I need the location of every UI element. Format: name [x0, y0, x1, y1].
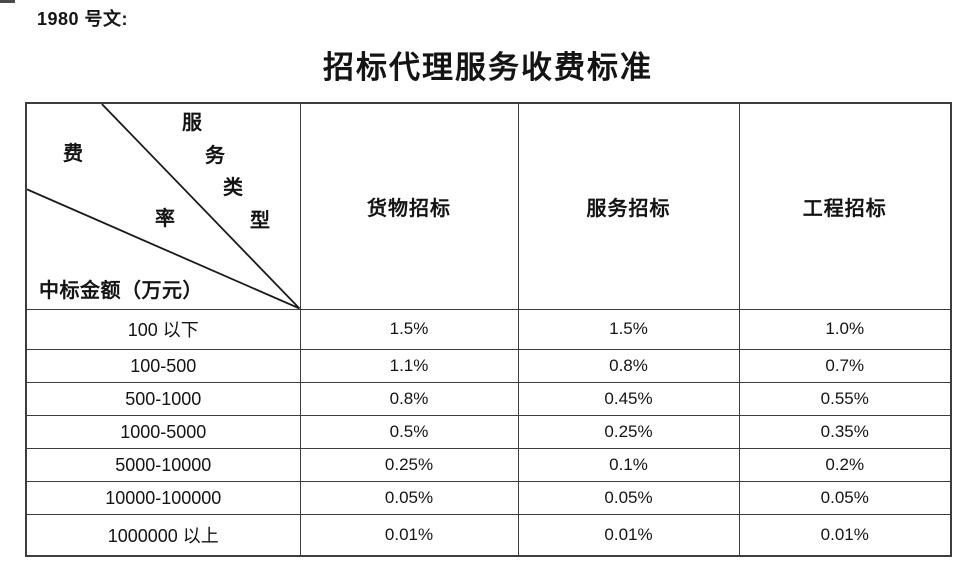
- works-rate-cell: 0.01%: [738, 514, 952, 557]
- column-header-works: 工程招标: [738, 102, 952, 310]
- goods-rate-cell: 0.25%: [299, 448, 519, 483]
- service-type-char-2: 务: [205, 145, 225, 167]
- goods-rate-cell: 1.1%: [299, 349, 519, 384]
- works-rate-cell: 1.0%: [738, 308, 952, 351]
- service-rate-cell: 0.1%: [517, 448, 740, 483]
- works-rate-cell: 0.7%: [738, 349, 952, 384]
- service-type-char-4: 型: [250, 210, 270, 232]
- goods-rate-cell: 1.5%: [299, 308, 519, 351]
- amount-range-cell: 100 以下: [25, 308, 301, 351]
- works-rate-cell: 0.05%: [738, 481, 952, 516]
- works-rate-cell: 0.55%: [738, 382, 952, 417]
- amount-range-cell: 100-500: [25, 349, 301, 384]
- service-rate-cell: 0.45%: [517, 382, 740, 417]
- fee-rate-char-1: 费: [63, 143, 83, 165]
- column-header-service: 服务招标: [517, 102, 740, 310]
- table-row: 1000-5000 0.5% 0.25% 0.35%: [25, 415, 952, 450]
- table-row: 500-1000 0.8% 0.45% 0.55%: [25, 382, 952, 417]
- amount-range-cell: 5000-10000: [25, 448, 301, 483]
- fee-rate-char-2: 率: [155, 208, 175, 230]
- amount-axis-label: 中标金额（万元）: [39, 280, 203, 302]
- page-title: 招标代理服务收费标准: [323, 50, 653, 85]
- service-type-char-1: 服: [182, 112, 202, 134]
- works-rate-cell: 0.35%: [738, 415, 952, 450]
- goods-rate-cell: 0.8%: [299, 382, 519, 417]
- service-rate-cell: 0.8%: [517, 349, 740, 384]
- diagonal-lines: [27, 104, 300, 309]
- goods-rate-cell: 0.5%: [299, 415, 519, 450]
- service-rate-cell: 0.05%: [517, 481, 740, 516]
- amount-range-cell: 1000-5000: [25, 415, 301, 450]
- service-rate-cell: 1.5%: [517, 308, 740, 351]
- column-header-goods: 货物招标: [299, 102, 519, 310]
- table-row: 5000-10000 0.25% 0.1% 0.2%: [25, 448, 952, 483]
- diagonal-header-cell: 服 务 类 型 费 率 中标金额（万元）: [25, 102, 301, 310]
- table-row: 100 以下 1.5% 1.5% 1.0%: [25, 308, 952, 351]
- service-rate-cell: 0.01%: [517, 514, 740, 557]
- works-rate-cell: 0.2%: [738, 448, 952, 483]
- screen-edge-artifact: [0, 0, 15, 3]
- table-header-row: 服 务 类 型 费 率 中标金额（万元） 货物招标 服务招标 工程招标: [25, 102, 952, 310]
- doc-reference-label: 1980 号文:: [37, 9, 129, 29]
- table-row: 100-500 1.1% 0.8% 0.7%: [25, 349, 952, 384]
- table-row: 10000-100000 0.05% 0.05% 0.05%: [25, 481, 952, 516]
- service-type-char-3: 类: [223, 177, 243, 199]
- goods-rate-cell: 0.05%: [299, 481, 519, 516]
- goods-rate-cell: 0.01%: [299, 514, 519, 557]
- amount-range-cell: 500-1000: [25, 382, 301, 417]
- amount-range-cell: 1000000 以上: [25, 514, 301, 557]
- service-rate-cell: 0.25%: [517, 415, 740, 450]
- amount-range-cell: 10000-100000: [25, 481, 301, 516]
- fee-rate-table: 服 务 类 型 费 率 中标金额（万元） 货物招标 服务招标 工程招标 100 …: [25, 102, 952, 557]
- table-row: 1000000 以上 0.01% 0.01% 0.01%: [25, 514, 952, 557]
